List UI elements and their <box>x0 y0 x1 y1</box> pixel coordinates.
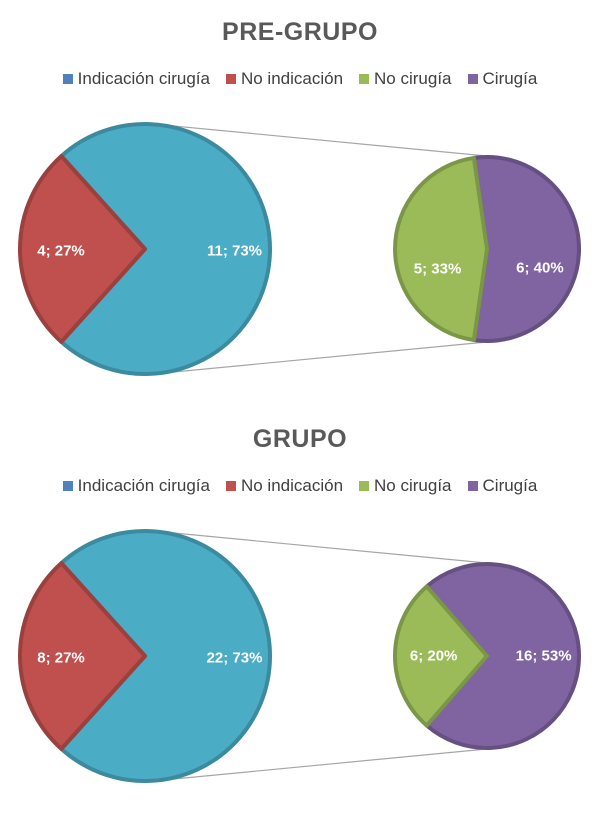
data-label-secondary-0: 5; 33% <box>414 260 462 277</box>
main-slice-no-indicacion <box>18 561 147 751</box>
legend-swatch <box>359 481 370 491</box>
connector-line <box>152 340 498 375</box>
main-slice-indicacion-cirugia <box>59 122 273 376</box>
legend-label: No indicación <box>240 69 344 88</box>
legend-swatch <box>359 74 370 84</box>
legend-label: Indicación cirugía <box>77 69 210 88</box>
legend-label: No indicación <box>240 476 344 495</box>
secondary-slice-cirugia <box>471 155 582 343</box>
legend-label: Cirugía <box>482 476 538 495</box>
secondary-slice-no-cirugia <box>393 155 489 343</box>
data-label-main-1: 8; 27% <box>37 650 85 667</box>
data-label-main-1: 4; 27% <box>37 243 85 260</box>
data-label-main-0: 11; 73% <box>207 243 262 260</box>
data-label-main-0: 22; 73% <box>207 650 263 667</box>
legend: Indicación cirugía No indicación No ciru… <box>0 476 600 496</box>
data-label-secondary-0: 6; 20% <box>410 648 458 665</box>
main-slice-indicacion-cirugia <box>59 529 273 783</box>
legend-swatch <box>62 74 73 84</box>
legend-swatch <box>467 481 478 491</box>
secondary-slice-cirugia <box>424 562 581 750</box>
chart-title: PRE-GRUPO <box>222 18 378 46</box>
legend-label: Indicación cirugía <box>77 476 210 495</box>
data-label-secondary-1: 6; 40% <box>516 259 564 276</box>
main-slice-no-indicacion <box>18 154 147 344</box>
legend-item-no-indicacion: No indicación <box>225 69 344 89</box>
legend-label: No cirugía <box>374 476 452 495</box>
legend-item-indicacion-cirugia: Indicación cirugía <box>62 69 210 89</box>
legend-item-indicacion-cirugia: Indicación cirugía <box>62 476 210 496</box>
secondary-slice-no-cirugia <box>392 584 489 728</box>
legend-item-no-cirugia: No cirugía <box>359 476 452 496</box>
connector-line <box>152 530 498 565</box>
chart-grupo: GRUPO Indicación cirugía No indicación N… <box>0 407 600 814</box>
legend-item-cirugia: Cirugía <box>467 69 538 89</box>
chart-pre-grupo: PRE-GRUPO Indicación cirugía No indicaci… <box>0 18 600 376</box>
legend-item-cirugia: Cirugía <box>467 476 538 496</box>
legend-swatch <box>467 74 478 84</box>
legend-label: Cirugía <box>482 69 538 88</box>
legend-label: No cirugía <box>374 69 452 88</box>
legend-swatch <box>225 481 236 491</box>
data-label-secondary-1: 16; 53% <box>516 648 572 665</box>
connector-line <box>152 123 498 158</box>
pie-of-pie-plot: 22; 73% 8; 27% 6; 20% 16; 53% <box>18 529 581 783</box>
legend-swatch <box>225 74 236 84</box>
pie-of-pie-plot: 11; 73% 4; 27% 5; 33% 6; 40% <box>18 122 582 376</box>
legend: Indicación cirugía No indicación No ciru… <box>0 69 600 89</box>
connector-line <box>152 747 498 782</box>
chart-title: GRUPO <box>252 425 348 453</box>
legend-swatch <box>62 481 73 491</box>
legend-item-no-cirugia: No cirugía <box>359 69 452 89</box>
legend-item-no-indicacion: No indicación <box>225 476 344 496</box>
